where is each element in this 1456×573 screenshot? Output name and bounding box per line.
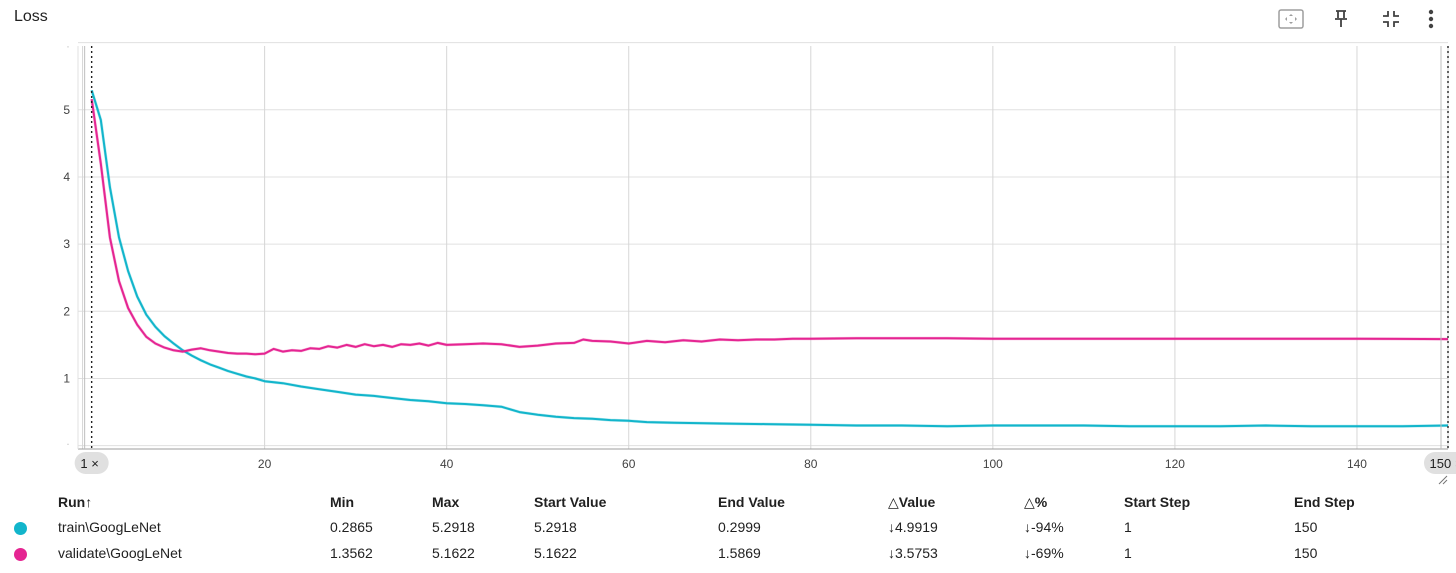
run-color-dot: [14, 521, 27, 535]
series-line: [90, 90, 1449, 428]
sort-arrow-icon: ↑: [85, 494, 93, 510]
end-step: 150: [1294, 519, 1318, 535]
run-header[interactable]: Run↑: [58, 490, 330, 514]
run-color-dot: [14, 547, 27, 561]
card-title: Loss: [14, 8, 48, 25]
more-options-button[interactable]: [1416, 6, 1446, 32]
run-name: train\GoogLeNet: [58, 519, 161, 535]
min-value: 0.2865: [330, 519, 373, 535]
y-tick-label: 2: [63, 304, 70, 318]
run-name: validate\GoogLeNet: [58, 545, 182, 561]
end-value: 0.2999: [718, 519, 761, 535]
y-tick-label: 1: [63, 371, 70, 385]
end-step: 150: [1294, 545, 1318, 561]
more-vert-icon: [1428, 9, 1434, 29]
collapse-button[interactable]: [1366, 6, 1416, 32]
min-value: 1.3562: [330, 545, 373, 561]
y-tick-label: 4: [63, 170, 70, 184]
range-start-pill: [74, 452, 109, 474]
range-end-pill: [1424, 452, 1456, 474]
series-raw-line: [90, 89, 1449, 428]
table-row: train\GoogLeNet 0.2865 5.2918 5.2918 0.2…: [14, 514, 1414, 540]
delta-pct: ↓-69%: [1024, 545, 1064, 561]
series-line: [90, 98, 1449, 356]
x-tick-label: 40: [440, 457, 454, 471]
end-value: 1.5869: [718, 545, 761, 561]
run-color-cell: [14, 514, 58, 540]
max-value: 5.2918: [432, 519, 475, 535]
range-end-label: 150 ×: [1430, 456, 1456, 471]
range-handles[interactable]: 1 × 150 ×: [74, 46, 1456, 474]
x-tick-label: 60: [622, 457, 636, 471]
range-start-label: 1 ×: [80, 456, 98, 471]
max-header[interactable]: Max: [432, 494, 460, 510]
run-color-cell: [14, 540, 58, 566]
y-axis-ticks: 1 2 3 4 5 · ·: [63, 39, 70, 451]
series-raw-line: [90, 98, 1449, 356]
x-tick-label: 20: [258, 457, 272, 471]
y-tick-label: 5: [63, 103, 70, 117]
delta-value: ↓4.9919: [888, 519, 938, 535]
delta-value: ↓3.5753: [888, 545, 938, 561]
min-header[interactable]: Min: [330, 494, 355, 510]
end-step-header[interactable]: End Step: [1294, 494, 1355, 510]
x-tick-label: 100: [983, 457, 1003, 471]
delta-pct: ↓-94%: [1024, 519, 1064, 535]
run-header-label: Run: [58, 494, 86, 510]
fit-domain-icon: [1278, 9, 1304, 29]
y-tick-label: ·: [66, 437, 70, 451]
pin-icon: [1335, 10, 1347, 27]
x-axis-ticks: 020406080100120140: [85, 457, 1367, 471]
y-tick-label: 3: [63, 237, 70, 251]
y-tick-label: ·: [66, 39, 70, 53]
x-tick-label: 120: [1165, 457, 1185, 471]
table-row: validate\GoogLeNet 1.3562 5.1622 5.1622 …: [14, 540, 1414, 566]
end-value-header[interactable]: End Value: [718, 494, 785, 510]
range-end-handle[interactable]: 150 ×: [1424, 452, 1456, 474]
start-step: 1: [1124, 545, 1132, 561]
start-value: 5.2918: [534, 519, 577, 535]
run-summary-table: Run↑ Min Max Start Value End Value △Valu…: [14, 490, 1414, 566]
series-lines: [90, 89, 1449, 428]
start-value-header[interactable]: Start Value: [534, 494, 607, 510]
pin-button[interactable]: [1316, 6, 1366, 32]
x-tick-label: 140: [1347, 457, 1367, 471]
card-toolbar: [1266, 6, 1446, 32]
start-step-header[interactable]: Start Step: [1124, 494, 1191, 510]
resize-handle-icon[interactable]: [1438, 475, 1448, 485]
max-value: 5.1622: [432, 545, 475, 561]
fit-domain-button[interactable]: [1266, 6, 1316, 32]
collapse-icon: [1383, 11, 1399, 27]
start-step: 1: [1124, 519, 1132, 535]
range-start-handle[interactable]: 1 ×: [74, 452, 109, 474]
x-tick-label: 80: [804, 457, 818, 471]
color-header: [14, 490, 58, 514]
table-header-row: Run↑ Min Max Start Value End Value △Valu…: [14, 490, 1414, 514]
start-value: 5.1622: [534, 545, 577, 561]
delta-value-header[interactable]: △Value: [888, 493, 936, 510]
grid: [77, 42, 1449, 450]
delta-pct-header[interactable]: △%: [1024, 493, 1048, 510]
